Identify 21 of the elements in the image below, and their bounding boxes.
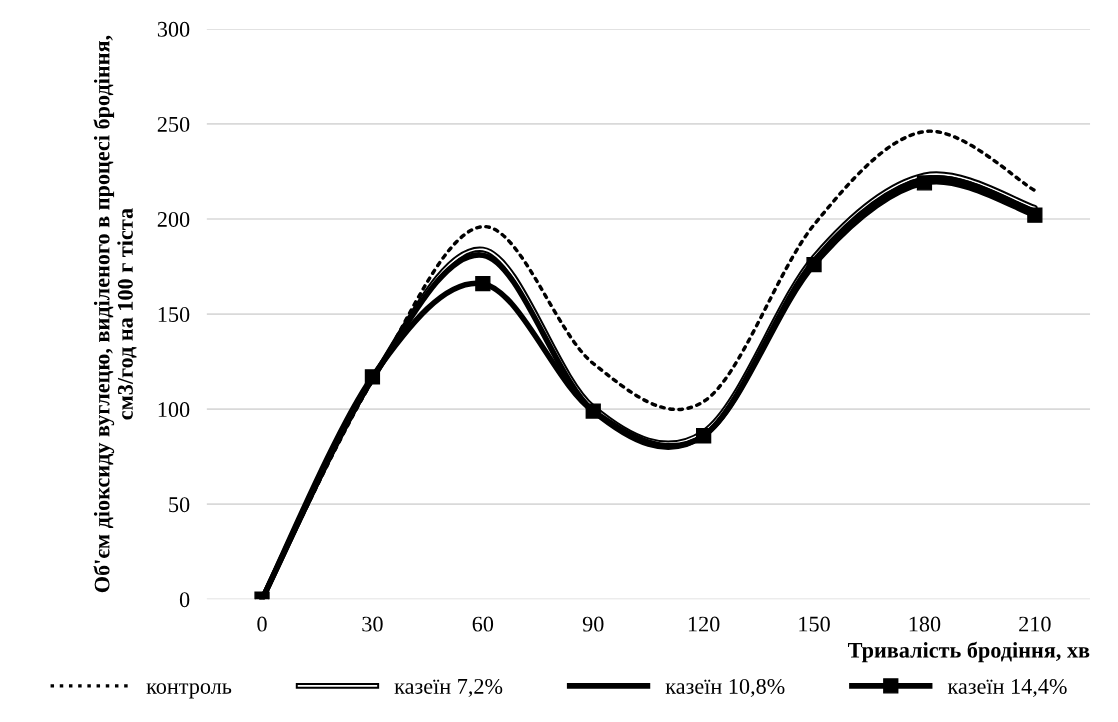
y-tick-label: 0 <box>179 592 190 608</box>
x-tick-label: 0 <box>257 616 267 632</box>
x-tick-label: 90 <box>582 616 604 632</box>
y-axis-title: Об'єм діоксиду вуглецю, виділеного в процесі бродіння, см3/год на 100 г тіста <box>93 35 137 593</box>
legend-label: контроль <box>146 683 232 699</box>
y-tick-label: 250 <box>157 116 190 132</box>
x-tick-label: 30 <box>362 616 383 632</box>
legend-label: казеїн 14,4% <box>947 678 1067 698</box>
x-tick-label: 210 <box>1019 616 1051 632</box>
y-tick-label: 150 <box>158 307 190 322</box>
legend-label: казеїн 7,2% <box>394 678 503 698</box>
y-tick-label: 100 <box>158 402 190 418</box>
x-tick-label: 120 <box>688 616 720 632</box>
y-tick-label: 50 <box>169 497 190 513</box>
legend-label: казеїн 10,8% <box>665 678 785 698</box>
y-tick-label: 300 <box>157 21 190 37</box>
x-tick-label: 60 <box>472 616 494 632</box>
x-tick-label: 180 <box>909 616 941 632</box>
x-axis-title: Тривалість бродіння, хв <box>847 641 1090 663</box>
x-tick-label: 150 <box>799 616 830 632</box>
y-tick-label: 200 <box>157 211 190 227</box>
